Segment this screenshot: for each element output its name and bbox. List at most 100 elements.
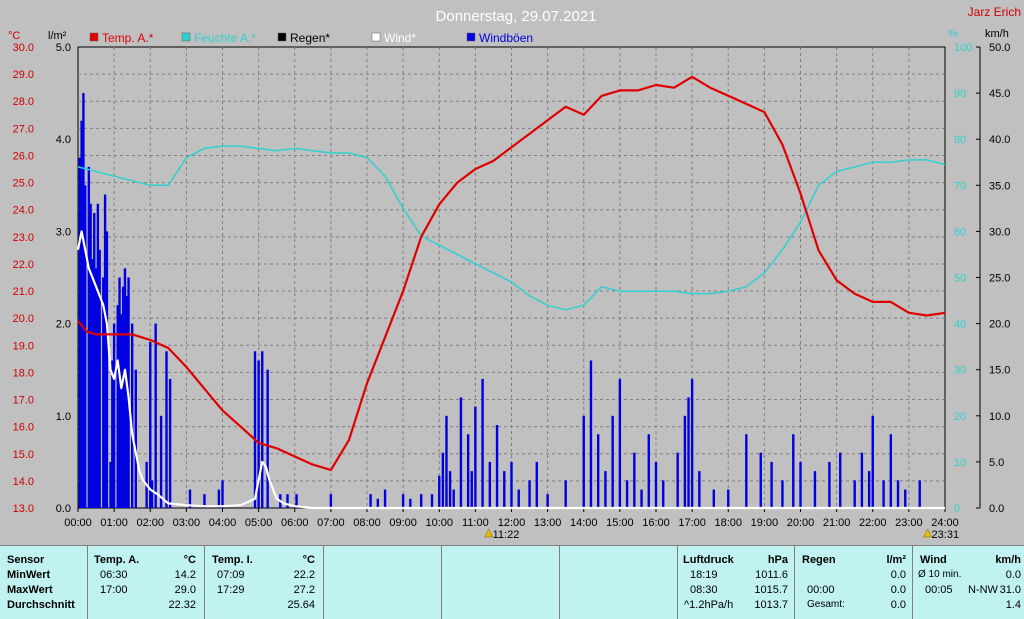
- legend-label: Windböen: [479, 31, 533, 45]
- gust-bar: [918, 480, 921, 508]
- wind-tick-label: 0.0: [989, 503, 1004, 515]
- x-tick-label: 19:00: [751, 517, 779, 529]
- gust-bar: [159, 415, 163, 508]
- humidity-tick-label: 10: [954, 457, 966, 469]
- gust-bar: [676, 452, 679, 508]
- gust-bar: [488, 461, 492, 508]
- gust-bar: [452, 489, 455, 508]
- summary-rain-col: Regen l/m² 0.0 00:00 0.0 Gesamt: 0.0: [795, 546, 913, 619]
- gust-bar: [618, 378, 622, 508]
- gust-bar: [121, 286, 125, 508]
- temp-tick-label: 23.0: [13, 232, 34, 244]
- summary-wind-max-dir: N-NW: [968, 584, 998, 596]
- gust-bar: [149, 342, 152, 508]
- gust-bar: [604, 471, 607, 508]
- chart-axes: 00:00 01:00 02:00 03:00 04:00 05:00 06:00 07:00…: [13, 42, 1011, 529]
- legend-label: Wind*: [384, 31, 416, 45]
- rain-tick-label: 1.0: [56, 411, 71, 423]
- gust-bar: [103, 194, 107, 508]
- rain-axis-unit: l/m²: [48, 30, 67, 42]
- x-tick-label: 02:00: [136, 517, 164, 529]
- summary-wind-avg: 0.0: [1005, 569, 1021, 581]
- gust-bar: [625, 480, 629, 508]
- legend-swatch: [89, 32, 99, 42]
- series-line-wind: [76, 230, 945, 510]
- gust-bar: [889, 434, 893, 508]
- gust-bar: [647, 434, 650, 508]
- gust-bar: [503, 471, 506, 508]
- summary-pressure-header: Luftdruck: [683, 554, 734, 566]
- x-tick-label: 06:00: [281, 517, 309, 529]
- gust-bar: [662, 480, 665, 508]
- gust-bar: [369, 494, 372, 508]
- humidity-tick-label: 90: [954, 88, 966, 100]
- series-line-feuchtea: [77, 145, 946, 311]
- wind-tick-label: 25.0: [989, 273, 1010, 285]
- summary-pressure-col: Luftdruck hPa 18:19 1011.6 08:30 1015.7 …: [678, 546, 795, 619]
- x-tick-label: 11:00: [462, 517, 489, 529]
- gust-bar: [329, 494, 333, 508]
- x-tick-label: 18:00: [714, 517, 742, 529]
- x-tick-label: 15:00: [606, 517, 634, 529]
- gust-bar: [116, 305, 119, 508]
- temp-tick-label: 13.0: [13, 503, 34, 515]
- gust-bar: [495, 425, 499, 508]
- gust-bar: [91, 259, 94, 508]
- sunset-icon: [923, 528, 932, 538]
- summary-table: Sensor MinWert MaxWert Durchschnitt Temp…: [0, 545, 1024, 619]
- gust-bar: [813, 471, 817, 508]
- summary-temp-i-max: 27.2: [293, 584, 315, 596]
- x-tick-label: 13:00: [534, 517, 562, 529]
- wind-tick-label: 20.0: [989, 319, 1010, 331]
- gust-bar: [871, 415, 874, 508]
- summary-wind-unit: km/h: [995, 554, 1021, 566]
- humidity-tick-label: 60: [954, 226, 966, 238]
- gust-bar: [94, 268, 98, 508]
- legend-label: Temp. A.*: [102, 31, 154, 45]
- legend-label: Regen*: [290, 31, 330, 45]
- gust-bar: [419, 494, 423, 508]
- gust-bar: [98, 249, 101, 508]
- summary-rain-unit: l/m²: [886, 554, 906, 566]
- temp-tick-label: 19.0: [13, 340, 34, 352]
- gust-bar: [546, 494, 549, 508]
- gust-bar: [589, 360, 593, 508]
- summary-row-avg-label: Durchschnitt: [7, 599, 75, 611]
- summary-pressure-max: 1015.7: [754, 584, 788, 596]
- summary-wind-avg-day: 1.4: [1005, 599, 1021, 611]
- gust-bar: [266, 369, 269, 508]
- temp-tick-label: 22.0: [13, 259, 34, 271]
- gust-bar: [896, 480, 900, 508]
- x-tick-label: 23:00: [895, 517, 923, 529]
- x-tick-label: 03:00: [173, 517, 201, 529]
- gust-bar: [93, 212, 96, 508]
- x-tick-label: 12:00: [498, 517, 526, 529]
- gust-bar: [125, 295, 128, 508]
- gust-bar: [690, 378, 694, 508]
- x-tick-label: 14:00: [570, 517, 598, 529]
- legend-label: Feuchte A.*: [194, 31, 256, 45]
- temp-tick-label: 14.0: [13, 476, 34, 488]
- gust-bar: [105, 231, 109, 508]
- gust-bar: [611, 415, 614, 508]
- gust-bar: [445, 415, 448, 508]
- gust-bar: [118, 277, 121, 508]
- gust-bar: [188, 489, 192, 508]
- gust-bar: [828, 461, 831, 508]
- gust-bar: [683, 415, 687, 508]
- legend-swatch: [371, 32, 381, 42]
- x-tick-label: 05:00: [245, 517, 273, 529]
- summary-rain-total: 0.0: [890, 599, 906, 611]
- gust-bar: [904, 489, 907, 508]
- summary-empty-col-1: [324, 546, 442, 619]
- sun-markers: 11:22 23:31: [484, 528, 959, 541]
- gust-bar: [376, 498, 380, 508]
- summary-rain-row2: 0.0: [890, 584, 906, 596]
- gust-bar: [474, 406, 477, 508]
- summary-temp-i-avg: 25.64: [287, 599, 315, 611]
- summary-wind-max: 31.0: [999, 584, 1021, 596]
- humidity-tick-label: 50: [954, 273, 966, 285]
- temp-tick-label: 18.0: [13, 367, 34, 379]
- gust-bar: [295, 494, 298, 508]
- summary-wind-col: Wind km/h Ø 10 min. 0.0 00:05 N-NW 31.0 …: [913, 546, 1024, 619]
